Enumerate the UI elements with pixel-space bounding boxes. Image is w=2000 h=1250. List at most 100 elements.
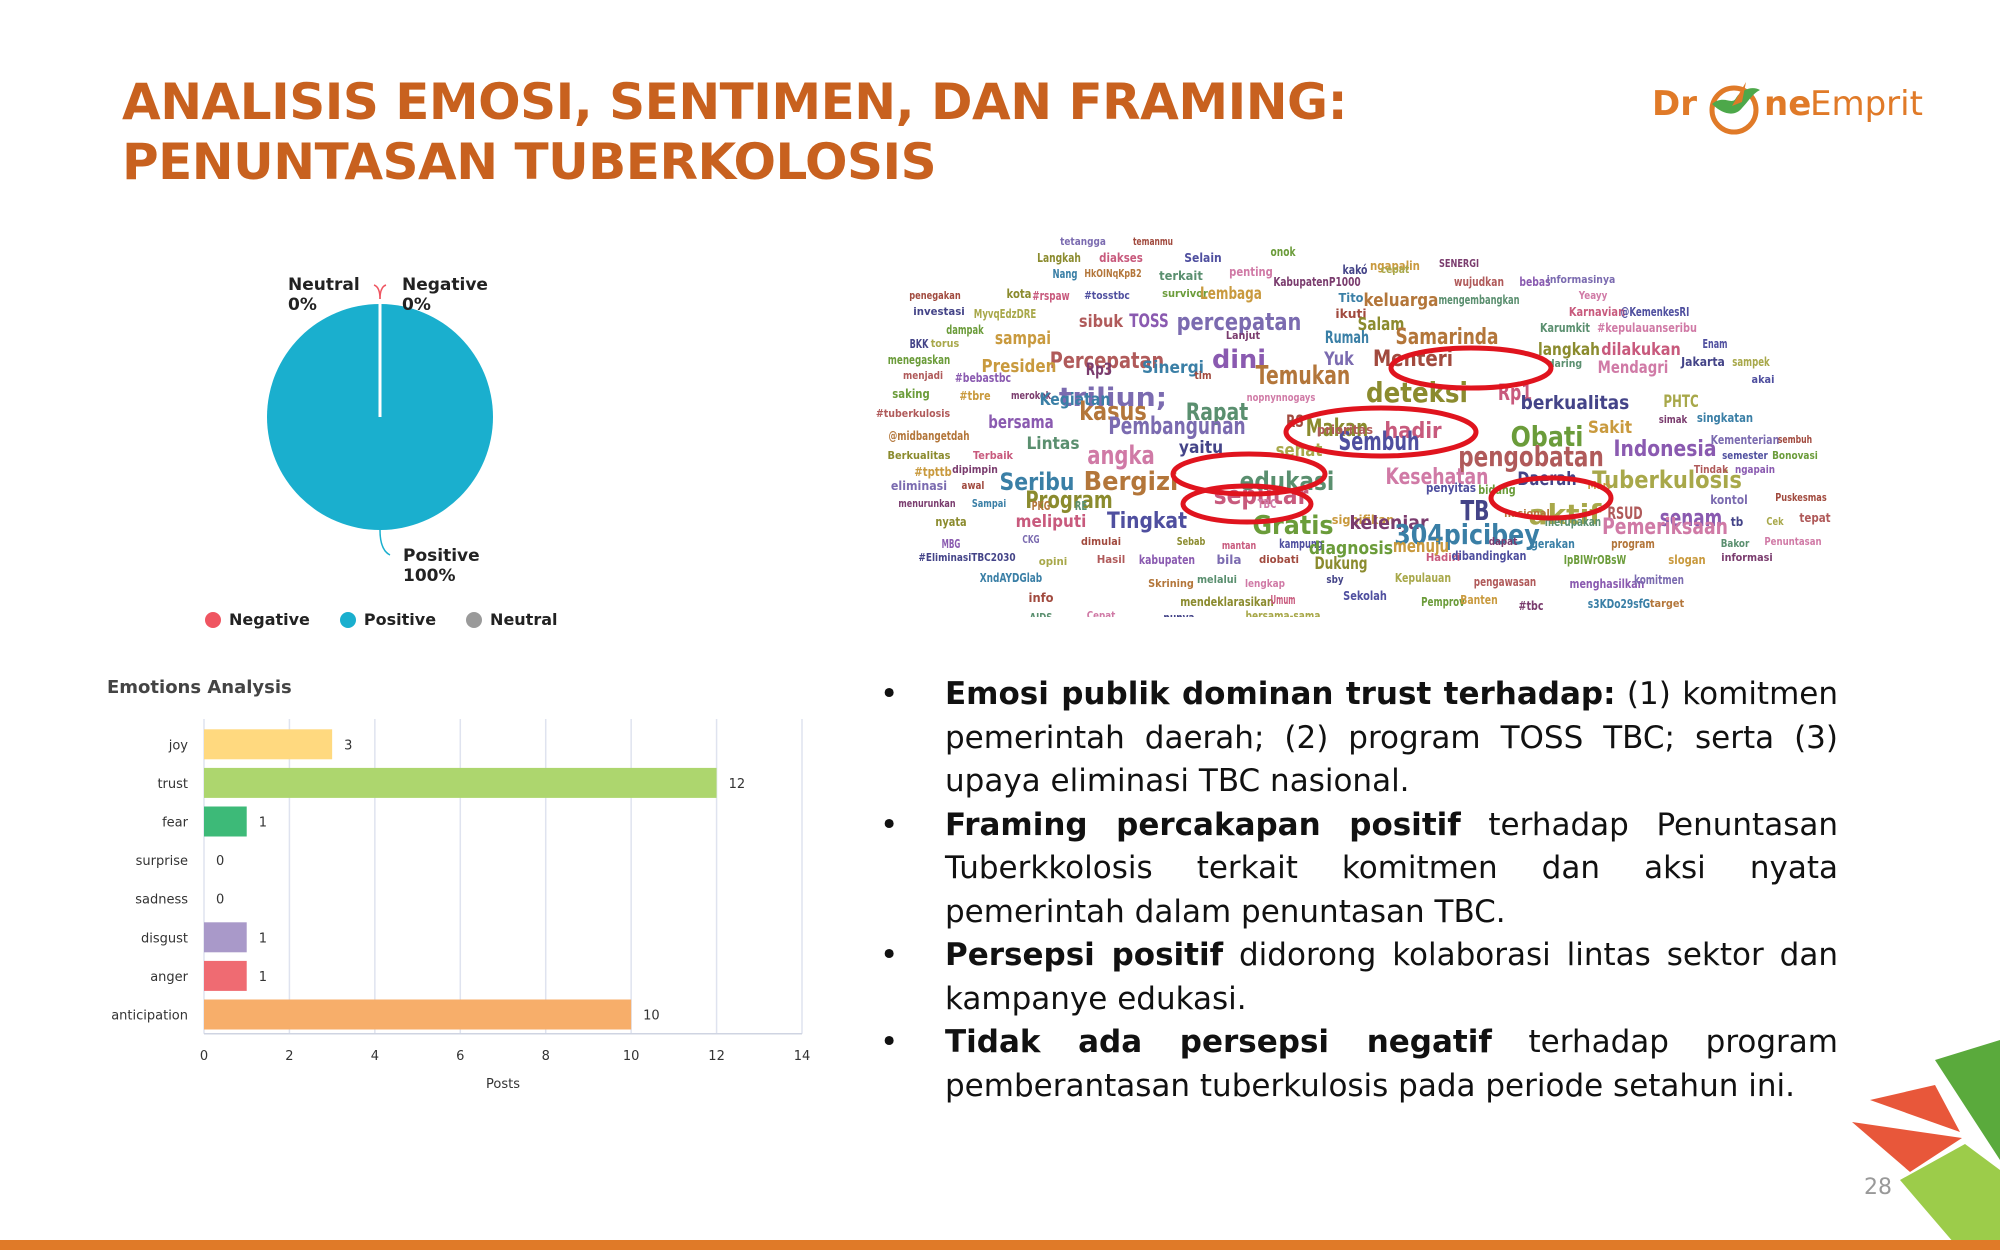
finding-4-bold: Tidak ada persepsi negatif — [945, 1024, 1492, 1060]
word-cloud-word: KabupatenP1000 — [1273, 275, 1360, 289]
logo-text-right: Emprit — [1810, 84, 1923, 124]
word-cloud-word: Hadiri — [1426, 551, 1460, 564]
word-cloud-word: ngapain — [1735, 463, 1775, 476]
word-cloud-word: Rp3 — [1086, 360, 1113, 380]
pie-label-positive: Positive 100% — [403, 546, 480, 586]
findings-list: Emosi publik dominan trust terhadap: (1)… — [880, 673, 1838, 1108]
drone-bird-icon — [1709, 82, 1760, 135]
word-cloud-word: langkah — [1538, 340, 1600, 360]
word-cloud-word: Percepatan — [1050, 349, 1164, 374]
bottom-accent-bar — [0, 1240, 2000, 1250]
word-cloud-word: MyvqEdzDRE — [974, 307, 1036, 321]
legend-item-negative[interactable]: Negative — [205, 610, 310, 629]
word-cloud-word: bebas — [1519, 275, 1550, 289]
word-cloud-word: sibuk — [1079, 312, 1124, 332]
legend-label-negative: Negative — [229, 610, 310, 629]
word-cloud-word: meliputi — [1016, 512, 1087, 532]
value-label-surprise: 0 — [216, 854, 224, 869]
word-cloud-word: senam — [1660, 504, 1722, 532]
category-label-anticipation: anticipation — [111, 1009, 188, 1024]
word-cloud-word: Rapat — [1186, 398, 1248, 426]
pie-label-neutral: Neutral 0% — [288, 275, 360, 315]
word-cloud-word: penting — [1229, 265, 1273, 279]
word-cloud-word: HkOINqKpB2 — [1084, 267, 1141, 280]
word-cloud-word: wujudkan — [1454, 275, 1504, 289]
word-cloud-word: info — [1029, 591, 1054, 605]
value-label-anger: 1 — [259, 970, 267, 985]
emotions-chart-title: Emotions Analysis — [107, 677, 292, 698]
word-cloud-word: triliun; — [1059, 383, 1167, 413]
word-cloud-word: diobati — [1259, 553, 1299, 566]
bar-trust — [204, 767, 717, 798]
word-cloud-word: #rspaw — [1032, 289, 1069, 303]
word-cloud-word: IpBIWrOBsW — [1564, 553, 1626, 567]
word-cloud-word: #kepulauanseribu — [1597, 321, 1697, 335]
word-cloud-word: Tuberkulosis — [1592, 466, 1742, 494]
word-cloud-word: temanmu — [1133, 235, 1173, 248]
title-line-2: PENUNTASAN TUBERKOLOSIS — [122, 133, 937, 191]
legend-item-positive[interactable]: Positive — [339, 610, 436, 629]
word-cloud-word: XndAYDGlab — [980, 571, 1043, 585]
word-cloud-word: melalui — [1197, 573, 1237, 586]
word-cloud-word: tb — [1731, 515, 1744, 529]
word-cloud-word: komitmen — [1634, 573, 1684, 587]
pie-label-positive-value: 100% — [403, 566, 456, 586]
highlight-ring — [1488, 475, 1614, 521]
word-cloud-word: #bebastbc — [955, 371, 1011, 385]
highlight-ring — [1388, 345, 1554, 391]
pie-label-negative-name: Negative — [402, 275, 488, 295]
word-cloud-word: Umum — [1271, 593, 1296, 607]
word-cloud-word: angka — [1087, 441, 1155, 471]
legend-item-neutral[interactable]: Neutral — [466, 610, 558, 629]
word-cloud-word: Yuk — [1323, 348, 1354, 370]
word-cloud-word: survivor — [1162, 287, 1208, 300]
word-cloud-word: #tbre — [959, 389, 990, 403]
x-tick-label: 2 — [285, 1049, 293, 1064]
word-cloud-word: yaitu — [1179, 438, 1223, 458]
word-cloud-word: TBC — [1258, 497, 1277, 511]
word-cloud-word: sampek — [1732, 355, 1770, 369]
word-cloud-word: diagnosis — [1309, 538, 1393, 559]
word-cloud-word: penegakan — [909, 289, 960, 302]
word-cloud-word: semester — [1722, 449, 1768, 462]
word-cloud-word: Kementerian — [1711, 433, 1780, 447]
word-cloud-word: Nang — [1053, 267, 1078, 281]
pie-label-negative-value: 0% — [402, 295, 431, 315]
word-cloud-word: dipimpin — [952, 463, 998, 476]
highlight-ring — [1180, 483, 1314, 525]
word-cloud-word: sampai — [995, 328, 1051, 349]
word-cloud-word: kota — [1007, 287, 1032, 301]
word-cloud-word: kontol — [1710, 493, 1747, 507]
word-cloud-word: program — [1611, 537, 1655, 551]
value-label-joy: 3 — [344, 738, 352, 753]
word-cloud-word: Temukan — [1256, 361, 1351, 391]
word-cloud-word: Enam — [1703, 337, 1728, 351]
bar-disgust — [204, 922, 247, 953]
word-cloud-word: #tpttb — [914, 465, 952, 479]
x-tick-label: 4 — [371, 1049, 379, 1064]
word-cloud-word: merokok — [1011, 389, 1052, 402]
word-cloud-word: Makan — [1306, 414, 1368, 442]
word-cloud-word: kelenjar — [1349, 512, 1429, 534]
word-cloud-word: mendeklarasikan — [1180, 595, 1274, 609]
finding-3: Persepsi positif didorong kolaborasi lin… — [880, 934, 1838, 1021]
word-cloud-word: kasus — [1079, 397, 1147, 427]
word-cloud-word: Cek — [1766, 515, 1784, 528]
pie-leader-line-positive — [379, 529, 391, 556]
word-cloud-word: informasinya — [1547, 273, 1616, 286]
word-cloud-word: mengembangkan — [1438, 293, 1519, 307]
word-cloud-word: s3KDo29sfG — [1588, 597, 1650, 611]
word-cloud-canvas: tetangga temanmu Langkah diakses Selain onok n… — [876, 235, 1831, 617]
word-cloud-word: pengobatan — [1458, 440, 1604, 473]
word-cloud-word: ikuti — [1335, 307, 1366, 321]
word-cloud-word: Penuntasan — [1764, 535, 1821, 548]
word-cloud-word: @KemenkesRI — [1621, 305, 1690, 319]
word-cloud-word: kampung — [1279, 537, 1323, 551]
word-cloud-word: onok — [1271, 245, 1297, 259]
bar-anticipation — [204, 999, 632, 1030]
word-cloud-word: Yeayy — [1578, 289, 1607, 302]
finding-1-text: (1) komitmen pemerintah daerah; (2) prog… — [945, 676, 1838, 799]
word-cloud-word: singkatan — [1697, 411, 1753, 425]
category-label-sadness: sadness — [135, 893, 188, 908]
pie-label-neutral-value: 0% — [288, 295, 317, 315]
